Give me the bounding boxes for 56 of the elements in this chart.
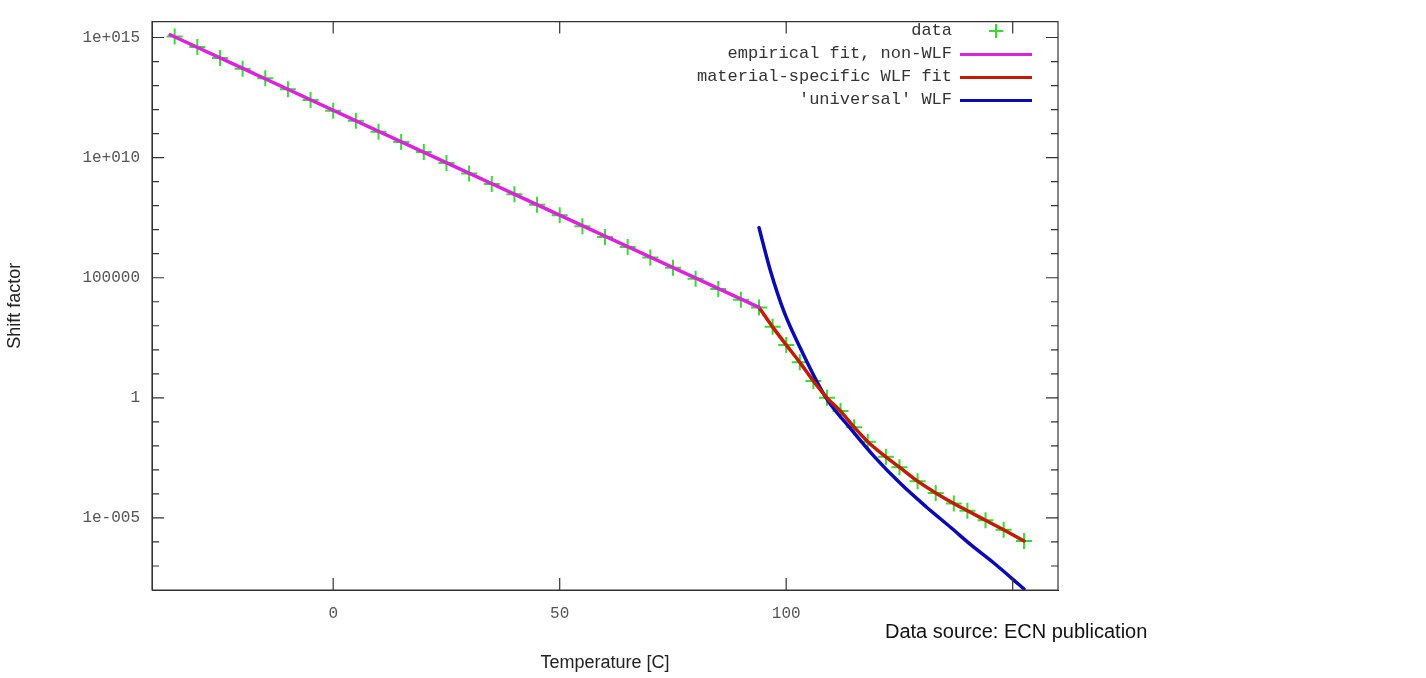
legend-label: empirical fit, non-WLF: [727, 44, 952, 63]
y-tick-label: 1: [130, 389, 140, 408]
point: [414, 143, 433, 162]
point: [618, 238, 637, 257]
point: [817, 388, 836, 407]
x-tick-label: 50: [550, 604, 570, 623]
x-axis-title: Temperature [C]: [540, 652, 670, 673]
point: [908, 472, 927, 491]
y-tick-label: 1e-005: [82, 509, 140, 528]
point: [301, 91, 320, 110]
point: [346, 111, 365, 130]
point: [958, 501, 977, 520]
point: [437, 153, 456, 172]
point: [994, 520, 1013, 539]
point: [777, 335, 796, 354]
point: [750, 298, 769, 317]
point: [596, 227, 614, 246]
point: [876, 447, 895, 466]
point: [324, 101, 343, 120]
point: [482, 174, 501, 193]
point: [278, 80, 297, 99]
y-axis-title: Shift factor: [3, 262, 24, 349]
y-tick-label: 1e+010: [82, 148, 140, 167]
point: [188, 38, 207, 57]
line-series: [757, 226, 1026, 590]
point: [233, 59, 252, 78]
point: [976, 511, 995, 530]
line-series: [757, 305, 1026, 543]
point: [1015, 531, 1034, 550]
x-tick-label: 100: [771, 604, 801, 623]
point: [550, 206, 569, 225]
source-note: Data source: ECN publication: [885, 619, 1148, 644]
point: [256, 69, 275, 88]
legend-label: data: [911, 21, 952, 40]
point: [763, 317, 782, 336]
point: [731, 290, 750, 309]
point: [460, 164, 479, 183]
point: [926, 483, 945, 502]
point: [709, 279, 728, 298]
point: [641, 248, 660, 267]
legend-label: 'universal' WLF: [798, 90, 952, 109]
point: [369, 122, 388, 141]
point: [165, 27, 184, 46]
point: [890, 458, 909, 477]
x-tick-label: 0: [328, 604, 338, 623]
point: [573, 217, 592, 236]
point: [528, 195, 547, 214]
point: [944, 494, 963, 513]
point: [663, 258, 682, 277]
point: [210, 49, 229, 68]
y-tick-label: 100000: [82, 268, 140, 287]
point: [505, 185, 524, 204]
point: [392, 132, 411, 151]
legend-label: material-specific WLF fit: [696, 67, 952, 86]
point: [686, 269, 705, 288]
y-tick-label: 1e+015: [82, 28, 140, 47]
